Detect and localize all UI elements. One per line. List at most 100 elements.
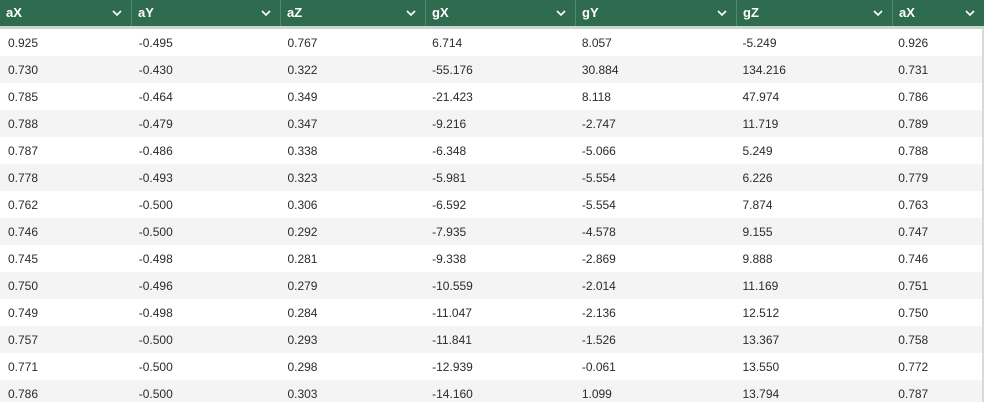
table-cell[interactable]: 0.772 [898, 359, 929, 374]
table-cell[interactable]: 0.926 [898, 35, 929, 50]
table-cell[interactable]: 13.794 [742, 386, 780, 401]
chevron-down-icon[interactable] [965, 9, 975, 17]
table-cell[interactable]: 0.786 [898, 89, 929, 104]
table-cell[interactable]: 1.099 [581, 386, 612, 401]
table-cell[interactable]: -2.747 [581, 116, 616, 131]
table-cell[interactable]: -7.935 [432, 224, 467, 239]
table-row[interactable]: 0.787 -0.486 0.338 -6.348 -5.066 5.249 0.788 [0, 137, 982, 164]
table-cell[interactable]: 0.281 [287, 251, 318, 266]
table-cell[interactable]: 9.155 [742, 224, 773, 239]
table-cell[interactable]: 0.787 [8, 143, 39, 158]
table-cell[interactable]: 0.789 [898, 116, 929, 131]
table-cell[interactable]: 0.787 [898, 386, 929, 401]
table-cell[interactable]: -10.559 [432, 278, 473, 293]
table-cell[interactable]: -0.495 [138, 35, 173, 50]
table-cell[interactable]: 12.512 [742, 305, 780, 320]
chevron-down-icon[interactable] [112, 9, 122, 17]
table-cell[interactable]: -2.014 [581, 278, 616, 293]
table-cell[interactable]: 13.367 [742, 332, 780, 347]
table-cell[interactable]: 9.888 [742, 251, 773, 266]
table-cell[interactable]: -0.061 [581, 359, 616, 374]
table-cell[interactable]: 0.279 [287, 278, 318, 293]
table-cell[interactable]: -0.486 [138, 143, 173, 158]
table-cell[interactable]: 5.249 [742, 143, 773, 158]
chevron-down-icon[interactable] [873, 9, 883, 17]
table-row[interactable]: 0.746 -0.500 0.292 -7.935 -4.578 9.155 0.747 [0, 218, 982, 245]
table-cell[interactable]: -0.498 [138, 305, 173, 320]
table-cell[interactable]: 0.763 [898, 197, 929, 212]
column-header-gz[interactable]: gZ [737, 0, 893, 26]
chevron-down-icon[interactable] [556, 9, 566, 17]
table-cell[interactable]: 0.298 [287, 359, 318, 374]
table-cell[interactable]: 8.057 [581, 35, 612, 50]
table-cell[interactable]: 7.874 [742, 197, 773, 212]
table-cell[interactable]: 0.292 [287, 224, 318, 239]
table-cell[interactable]: -0.479 [138, 116, 173, 131]
table-cell[interactable]: 0.786 [8, 386, 39, 401]
table-cell[interactable]: 0.745 [8, 251, 39, 266]
table-cell[interactable]: 0.749 [8, 305, 39, 320]
table-cell[interactable]: 0.751 [898, 278, 929, 293]
table-cell[interactable]: -5.554 [581, 170, 616, 185]
table-cell[interactable]: 0.788 [8, 116, 39, 131]
chevron-down-icon[interactable] [717, 9, 727, 17]
table-cell[interactable]: 0.750 [8, 278, 39, 293]
table-cell[interactable]: -5.981 [432, 170, 467, 185]
table-cell[interactable]: 0.746 [8, 224, 39, 239]
table-cell[interactable]: 0.322 [287, 62, 318, 77]
table-cell[interactable]: 0.747 [898, 224, 929, 239]
table-cell[interactable]: -5.249 [742, 35, 777, 50]
table-cell[interactable]: 0.785 [8, 89, 39, 104]
table-cell[interactable]: -6.592 [432, 197, 467, 212]
table-row[interactable]: 0.788 -0.479 0.347 -9.216 -2.747 11.719 0.789 [0, 110, 982, 137]
table-cell[interactable]: -11.841 [432, 332, 472, 347]
table-row[interactable]: 0.778 -0.493 0.323 -5.981 -5.554 6.226 0.779 [0, 164, 982, 191]
table-cell[interactable]: 0.731 [898, 62, 929, 77]
column-header-gy[interactable]: gY [576, 0, 737, 26]
table-cell[interactable]: 0.750 [898, 305, 929, 320]
table-cell[interactable]: 6.226 [742, 170, 773, 185]
table-cell[interactable]: 0.779 [898, 170, 929, 185]
table-cell[interactable]: -9.338 [432, 251, 467, 266]
column-header-az[interactable]: aZ [281, 0, 426, 26]
table-cell[interactable]: 0.767 [287, 35, 318, 50]
table-cell[interactable]: -0.430 [138, 62, 173, 77]
chevron-down-icon[interactable] [261, 9, 271, 17]
table-cell[interactable]: 0.771 [8, 359, 39, 374]
table-cell[interactable]: -0.500 [138, 197, 173, 212]
table-cell[interactable]: 8.118 [581, 89, 611, 104]
table-cell[interactable]: -0.500 [138, 359, 173, 374]
table-cell[interactable]: -21.423 [432, 89, 473, 104]
table-cell[interactable]: -12.939 [432, 359, 473, 374]
table-cell[interactable]: 0.347 [287, 116, 318, 131]
table-row[interactable]: 0.786 -0.500 0.303 -14.160 1.099 13.794 0.787 [0, 380, 982, 402]
table-cell[interactable]: 0.323 [287, 170, 318, 185]
table-row[interactable]: 0.750 -0.496 0.279 -10.559 -2.014 11.169 0.751 [0, 272, 982, 299]
table-cell[interactable]: 0.284 [287, 305, 318, 320]
table-cell[interactable]: 0.746 [898, 251, 929, 266]
table-cell[interactable]: 0.303 [287, 386, 318, 401]
table-cell[interactable]: 0.758 [898, 332, 929, 347]
table-cell[interactable]: 134.216 [742, 62, 786, 77]
table-cell[interactable]: 0.925 [8, 35, 39, 50]
column-header-ax-2[interactable]: aX [893, 0, 984, 26]
table-row[interactable]: 0.757 -0.500 0.293 -11.841 -1.526 13.367 0.758 [0, 326, 982, 353]
table-row[interactable]: 0.745 -0.498 0.281 -9.338 -2.869 9.888 0.746 [0, 245, 982, 272]
table-cell[interactable]: -0.493 [138, 170, 173, 185]
table-cell[interactable]: -6.348 [432, 143, 467, 158]
table-row[interactable]: 0.749 -0.498 0.284 -11.047 -2.136 12.512 0.750 [0, 299, 982, 326]
table-cell[interactable]: -0.500 [138, 224, 173, 239]
table-cell[interactable]: -0.500 [138, 332, 173, 347]
table-row[interactable]: 0.785 -0.464 0.349 -21.423 8.118 47.974 0.786 [0, 83, 982, 110]
table-cell[interactable]: 0.778 [8, 170, 39, 185]
table-cell[interactable]: 6.714 [432, 35, 463, 50]
table-cell[interactable]: 30.884 [581, 62, 619, 77]
table-cell[interactable]: -2.869 [581, 251, 616, 266]
table-cell[interactable]: -5.554 [581, 197, 616, 212]
table-row[interactable]: 0.925 -0.495 0.767 6.714 8.057 -5.249 0.926 [0, 29, 982, 56]
table-cell[interactable]: -55.176 [432, 62, 473, 77]
column-header-ay[interactable]: aY [132, 0, 281, 26]
table-cell[interactable]: 11.719 [742, 116, 779, 131]
table-cell[interactable]: -1.526 [581, 332, 616, 347]
table-row[interactable]: 0.730 -0.430 0.322 -55.176 30.884 134.216 0.73… [0, 56, 982, 83]
